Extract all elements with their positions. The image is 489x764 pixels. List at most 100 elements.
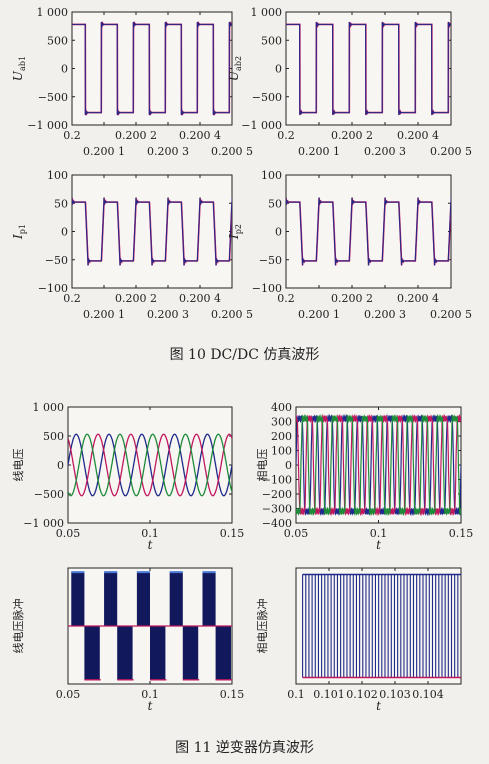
y-tick-label: −300 [262, 503, 292, 516]
y-axis-label-sub: ab2 [234, 56, 243, 71]
x-tick-label: 0.1 [141, 688, 159, 701]
pwm-positive-block [169, 572, 183, 626]
x-tick-label: 0.1 [141, 527, 159, 540]
series-blue-line [286, 197, 451, 266]
y-tick-label: −200 [262, 488, 292, 501]
phase-green-line [68, 433, 232, 497]
figure-11-caption: 图 11 逆变器仿真波形 [175, 740, 314, 756]
pwm-negative-block [215, 626, 231, 680]
y-tick-label: −400 [262, 517, 292, 530]
y-tick-label: 1 000 [37, 6, 69, 19]
y-tick-label: 0 [61, 63, 68, 76]
waveforms [68, 433, 232, 497]
plot-frame [71, 174, 233, 289]
phase-green-line [296, 413, 461, 517]
chart-panel-7: 0.05 0.1 0.15 t 线电压脉冲 [11, 567, 244, 713]
x-tick-label: 0.200 3 [364, 145, 406, 158]
x-tick-label: 0.05 [56, 527, 81, 540]
x-tick-label: 0.05 [56, 688, 81, 701]
y-tick-label: −1 000 [241, 119, 282, 132]
y-axis-label: 相电压 [256, 449, 269, 482]
x-tick-label: 0.200 1 [83, 145, 125, 158]
waveforms [72, 197, 232, 266]
phase-blue-line [68, 433, 232, 497]
phase-blue-line [296, 413, 461, 517]
x-tick-label: 0.200 4 [179, 292, 221, 305]
x-tick-label: 0.2 [277, 129, 295, 142]
x-tick-label: 0.101 [313, 688, 345, 701]
y-tick-label: 0 [57, 459, 64, 472]
series-blue-line [286, 21, 451, 116]
waveforms [302, 573, 461, 679]
y-tick-label: −100 [38, 282, 68, 295]
plot-frame [71, 11, 233, 126]
chart-panel-8: 0.1 0.101 0.102 0.103 0.104 t 相电压脉冲 [255, 567, 462, 713]
figure-10-caption: 图 10 DC/DC 仿真波形 [169, 347, 320, 363]
y-tick-label: −50 [259, 254, 282, 267]
x-tick-label: 0.200 5 [211, 145, 253, 158]
y-tick-label: 200 [271, 430, 292, 443]
plot-frame [285, 174, 452, 289]
x-axis-label: t [376, 538, 381, 552]
x-tick-label: 0.200 2 [115, 129, 157, 142]
y-tick-label: 300 [271, 416, 292, 429]
y-tick-label: 100 [261, 169, 282, 182]
y-axis-label-sub: p1 [18, 224, 27, 234]
waveforms [286, 21, 451, 116]
x-tick-label: 0.200 2 [331, 129, 373, 142]
y-axis-label: Uab1 [11, 56, 27, 81]
x-tick-label: 0.1 [287, 688, 305, 701]
y-tick-label: 500 [43, 430, 64, 443]
x-tick-label: 0.05 [284, 527, 309, 540]
y-axis-label: 线电压脉冲 [11, 599, 25, 654]
pwm-negative-block [182, 626, 199, 680]
waveforms [68, 571, 232, 681]
x-tick-label: 0.104 [412, 688, 444, 701]
y-tick-label: −100 [252, 282, 282, 295]
x-axis-label: t [376, 699, 381, 713]
x-tick-label: 0.200 1 [83, 308, 125, 321]
y-tick-label: 50 [268, 197, 282, 210]
y-tick-label: −500 [34, 488, 64, 501]
y-tick-label: −500 [38, 91, 68, 104]
pwm-positive-block [71, 572, 85, 626]
y-tick-label: −50 [45, 254, 68, 267]
y-axis-label: 相电压脉冲 [255, 599, 269, 654]
y-tick-label: 0 [275, 226, 282, 239]
x-tick-label: 0.2 [63, 129, 81, 142]
y-tick-label: −100 [262, 474, 292, 487]
pwm-negative-block [84, 626, 100, 680]
y-tick-label: −1 000 [23, 517, 64, 530]
x-tick-label: 0.200 5 [430, 308, 472, 321]
pwm-positive-block [202, 572, 216, 626]
x-axis-label: t [148, 699, 153, 713]
y-axis-label: Ip1 [11, 224, 27, 240]
phase-magenta-line [68, 433, 232, 497]
x-tick-label: 0.15 [220, 527, 245, 540]
phase-magenta-line [296, 413, 461, 517]
plot-frame [285, 11, 452, 126]
x-tick-label: 0.102 [346, 688, 378, 701]
x-tick-label: 0.200 1 [298, 308, 340, 321]
pwm-negative-block [150, 626, 166, 680]
pwm-positive-block [104, 572, 118, 626]
y-tick-label: 100 [271, 445, 292, 458]
x-tick-label: 0.2 [63, 292, 81, 305]
y-tick-label: 1 000 [251, 6, 283, 19]
x-tick-label: 0.200 5 [430, 145, 472, 158]
y-tick-label: 0 [285, 459, 292, 472]
x-tick-label: 0.200 5 [211, 308, 253, 321]
x-tick-label: 0.200 2 [331, 292, 373, 305]
y-axis-label-sub: ab1 [18, 56, 27, 71]
y-tick-label: 500 [47, 34, 68, 47]
y-tick-label: 100 [47, 169, 68, 182]
x-tick-label: 0.200 3 [147, 308, 189, 321]
y-tick-label: 0 [275, 63, 282, 76]
y-tick-label: 0 [61, 226, 68, 239]
